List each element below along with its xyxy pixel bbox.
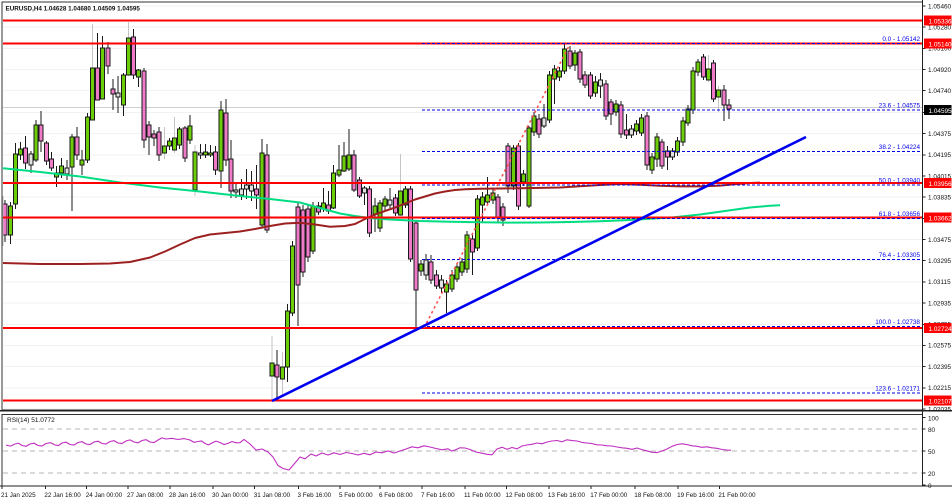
svg-text:1.05280: 1.05280 [928, 25, 952, 32]
svg-text:1.03835: 1.03835 [928, 195, 952, 202]
svg-text:76.4 - 1.03305: 76.4 - 1.03305 [879, 252, 921, 259]
svg-text:21 Jan 2025: 21 Jan 2025 [1, 492, 36, 499]
svg-text:1.05336: 1.05336 [929, 19, 952, 26]
svg-text:11 Feb 00:00: 11 Feb 00:00 [464, 492, 501, 499]
svg-text:1.02107: 1.02107 [929, 399, 952, 406]
svg-text:31 Jan 08:00: 31 Jan 08:00 [254, 492, 291, 499]
svg-text:38.2 - 1.04224: 38.2 - 1.04224 [879, 144, 921, 151]
svg-text:1.04015: 1.04015 [928, 173, 952, 180]
svg-text:1.05100: 1.05100 [928, 46, 952, 53]
svg-text:21 Feb 00:00: 21 Feb 00:00 [718, 492, 756, 499]
svg-text:1.02035: 1.02035 [928, 406, 952, 413]
svg-text:EURUSD,H4 1.04628 1.04680 1.0: EURUSD,H4 1.04628 1.04680 1.04509 1.0459… [6, 6, 141, 13]
svg-text:18 Feb 08:00: 18 Feb 08:00 [634, 492, 672, 499]
svg-text:22 Jan 16:00: 22 Jan 16:00 [44, 492, 81, 499]
svg-text:0.0 - 1.05142: 0.0 - 1.05142 [882, 36, 920, 43]
svg-text:1.02935: 1.02935 [928, 300, 952, 307]
svg-text:1.04195: 1.04195 [928, 152, 952, 159]
svg-text:7 Feb 16:00: 7 Feb 16:00 [421, 492, 455, 499]
svg-text:1.03662: 1.03662 [929, 216, 952, 223]
svg-text:19 Feb 16:00: 19 Feb 16:00 [677, 492, 715, 499]
svg-text:RSI(14) 51.0772: RSI(14) 51.0772 [7, 417, 55, 424]
svg-text:1.03115: 1.03115 [928, 279, 951, 286]
svg-text:1.02724: 1.02724 [929, 326, 952, 333]
svg-text:6 Feb 08:00: 6 Feb 08:00 [379, 492, 413, 499]
svg-text:50: 50 [928, 449, 936, 456]
svg-text:1.05140: 1.05140 [929, 42, 952, 49]
svg-text:123.6 - 1.02171: 123.6 - 1.02171 [875, 386, 920, 393]
svg-text:5 Feb 00:00: 5 Feb 00:00 [339, 492, 373, 499]
svg-text:1.02575: 1.02575 [928, 343, 952, 350]
svg-text:24 Jan 00:00: 24 Jan 00:00 [86, 492, 123, 499]
svg-text:1.03956: 1.03956 [929, 181, 952, 188]
svg-text:28 Jan 16:00: 28 Jan 16:00 [169, 492, 206, 499]
svg-text:17 Feb 00:00: 17 Feb 00:00 [590, 492, 628, 499]
svg-text:100: 100 [928, 415, 939, 422]
svg-text:80: 80 [928, 427, 936, 434]
svg-text:1.05460: 1.05460 [928, 3, 952, 10]
svg-text:13 Feb 16:00: 13 Feb 16:00 [548, 492, 586, 499]
svg-text:3 Feb 16:00: 3 Feb 16:00 [298, 492, 332, 499]
svg-text:61.8 - 1.03656: 61.8 - 1.03656 [879, 211, 921, 218]
svg-text:1.02215: 1.02215 [928, 385, 952, 392]
svg-text:1.04920: 1.04920 [928, 67, 952, 74]
svg-text:1.04740: 1.04740 [928, 88, 952, 95]
svg-text:50.0 - 1.03940: 50.0 - 1.03940 [879, 177, 921, 184]
svg-text:100.0 - 1.02738: 100.0 - 1.02738 [875, 319, 920, 326]
svg-text:27 Jan 08:00: 27 Jan 08:00 [127, 492, 164, 499]
svg-text:1.04375: 1.04375 [928, 131, 952, 138]
svg-text:1.03295: 1.03295 [928, 258, 952, 265]
svg-text:20: 20 [928, 471, 936, 478]
svg-text:1.02395: 1.02395 [928, 364, 952, 371]
svg-text:30 Jan 00:00: 30 Jan 00:00 [212, 492, 249, 499]
svg-text:12 Feb 08:00: 12 Feb 08:00 [506, 492, 544, 499]
svg-text:1.03475: 1.03475 [928, 237, 952, 244]
svg-text:23.6 - 1.04575: 23.6 - 1.04575 [879, 103, 921, 110]
svg-text:1.04595: 1.04595 [929, 108, 952, 115]
